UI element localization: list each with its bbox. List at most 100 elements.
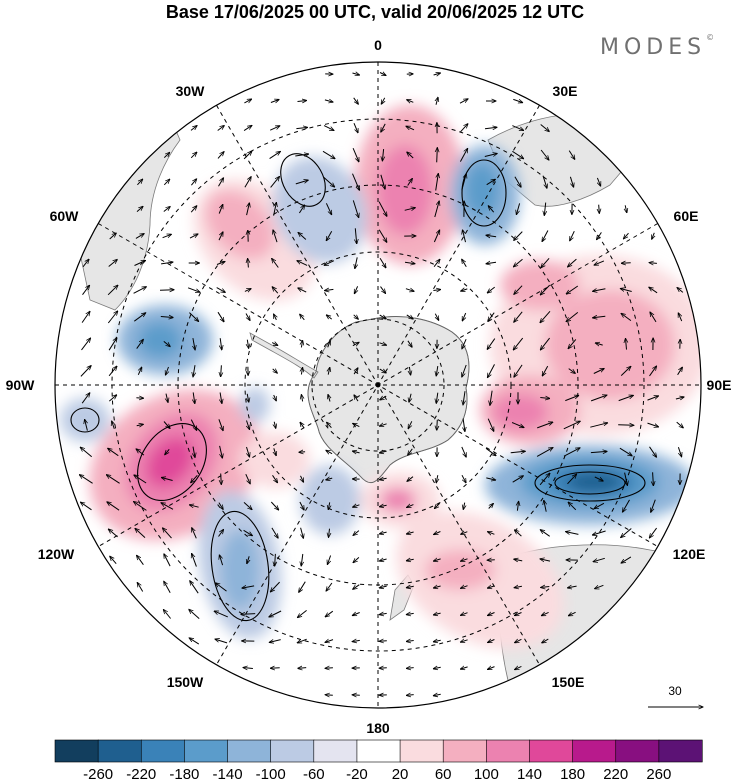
wind-arrow — [187, 287, 200, 292]
wind-arrow — [134, 261, 146, 266]
wind-arrow — [650, 312, 657, 323]
wind-arrow — [109, 233, 117, 240]
wind-arrow — [380, 286, 386, 294]
lon-label-90w: 90W — [6, 377, 36, 393]
wind-arrow — [459, 99, 468, 104]
wind-arrow — [243, 668, 253, 669]
wind-arrow — [406, 559, 414, 561]
wind-arrow — [272, 475, 278, 482]
wind-arrow — [300, 314, 305, 321]
wind-arrow — [404, 208, 416, 211]
wind-arrow — [382, 149, 383, 161]
wind-arrow — [245, 473, 250, 484]
wind-arrow — [270, 100, 279, 103]
wind-arrow — [190, 206, 197, 213]
wind-arrow — [407, 100, 414, 103]
wind-arrow — [379, 343, 387, 345]
wind-arrow — [301, 475, 304, 482]
wind-arrow — [379, 73, 386, 76]
wind-arrow — [434, 503, 440, 508]
wind-arrow — [297, 638, 307, 643]
colorbar-swatch — [356, 739, 401, 763]
wind-arrow — [159, 290, 174, 291]
wind-arrow — [192, 528, 197, 539]
colorbar-tick-label: -260 — [83, 766, 113, 783]
wind-arrow — [301, 368, 302, 375]
wind-arrow — [352, 200, 358, 217]
wind-arrow — [270, 581, 280, 592]
wind-arrow — [107, 285, 118, 296]
wind-arrow — [189, 234, 198, 239]
wind-arrow — [593, 557, 605, 561]
wind-arrow — [676, 421, 684, 428]
wind-arrow — [133, 287, 147, 294]
wind-arrow — [163, 610, 171, 619]
wind-arrow — [624, 472, 628, 486]
wind-arrow — [514, 559, 523, 561]
wind-arrow — [435, 313, 438, 321]
wind-arrow — [649, 527, 658, 538]
wind-arrow — [463, 391, 465, 405]
wind-arrow — [242, 586, 255, 588]
wind-arrow — [590, 423, 607, 428]
wind-arrow — [353, 314, 359, 319]
wind-arrow — [590, 451, 607, 452]
wind-arrow — [216, 287, 226, 293]
wind-arrow — [325, 289, 334, 290]
wind-arrow — [594, 476, 603, 481]
wind-arrow — [512, 125, 523, 131]
wind-arrow — [488, 312, 495, 322]
colorbar-swatch — [227, 739, 272, 763]
wind-arrow — [513, 337, 524, 350]
wind-arrow — [219, 445, 223, 458]
colorbar-swatch — [486, 739, 531, 763]
wind-arrow — [134, 313, 145, 322]
wind-arrow — [460, 640, 468, 642]
wind-arrow — [80, 447, 93, 458]
wind-arrow — [247, 420, 250, 430]
wind-vector-field — [79, 73, 684, 696]
wind-arrow — [405, 289, 414, 292]
wind-arrow — [511, 422, 524, 428]
wind-arrow — [244, 99, 251, 104]
wind-arrow — [568, 258, 577, 267]
wind-arrow — [163, 207, 170, 212]
wind-arrow — [274, 394, 277, 401]
wind-arrow — [300, 422, 304, 429]
wind-arrow — [138, 367, 141, 376]
wind-arrow — [677, 288, 684, 293]
wind-arrow — [220, 338, 222, 350]
wind-arrow — [590, 395, 607, 402]
map-border — [54, 61, 702, 709]
wind-arrow — [514, 586, 522, 587]
wind-arrow — [652, 232, 655, 239]
wind-arrow — [486, 262, 497, 264]
wind-arrow — [593, 369, 604, 374]
wind-arrow — [269, 151, 281, 160]
wind-arrow — [488, 206, 495, 213]
wind-arrow — [354, 368, 358, 375]
wind-arrow — [490, 390, 492, 406]
wind-arrow — [323, 176, 334, 187]
wind-arrow — [436, 97, 438, 105]
wind-arrow — [301, 395, 302, 402]
wind-arrow — [136, 339, 144, 349]
lon-label-150e: 150E — [552, 674, 585, 690]
colorbar-tick-label: 220 — [603, 766, 628, 783]
wind-arrow — [435, 174, 439, 191]
wind-arrow — [487, 586, 495, 588]
wind-arrow — [190, 419, 196, 431]
wind-arrow — [620, 366, 631, 376]
wind-arrow — [540, 124, 550, 132]
wind-arrow — [517, 501, 518, 511]
wind-arrow — [514, 176, 521, 187]
wind-arrow — [536, 448, 553, 457]
wind-arrow — [299, 581, 306, 593]
colorbar — [54, 739, 703, 763]
wind-arrow — [406, 532, 414, 534]
wind-arrow — [296, 127, 307, 128]
wind-arrow — [325, 695, 333, 696]
lon-label-150w: 150W — [167, 674, 204, 690]
wind-arrow — [537, 422, 553, 429]
